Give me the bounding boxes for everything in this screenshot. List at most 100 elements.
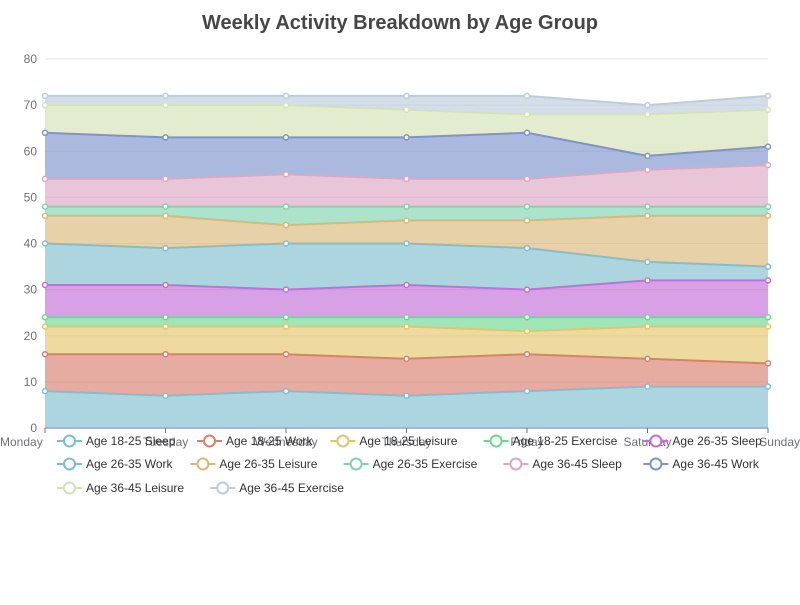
data-point-age-18-25-leisure: [523, 327, 531, 335]
legend-marker-icon: [196, 457, 210, 471]
legend-label: Age 26-35 Exercise: [373, 457, 478, 471]
legend-marker-icon: [216, 481, 230, 495]
data-point-age-26-35-leisure: [162, 212, 169, 220]
data-point-age-18-25-exercise: [403, 314, 410, 321]
legend-marker-icon: [63, 457, 76, 471]
area-age-36-45-work: [45, 132, 768, 179]
legend-marker-icon: [649, 457, 663, 471]
legend-item[interactable]: Age 26-35 Work: [57, 457, 173, 471]
legend-marker-icon: [649, 434, 663, 448]
data-point-age-26-35-sleep: [162, 281, 169, 289]
data-point-age-36-45-work: [764, 143, 772, 150]
data-point-age-36-45-sleep: [644, 166, 651, 173]
y-tick-label: 30: [24, 283, 38, 297]
area-age-18-25-sleep: [45, 386, 768, 428]
data-point-age-36-45-work: [403, 134, 410, 141]
legend-label: Age 18-25 Work: [226, 434, 313, 448]
data-point-age-36-45-work: [162, 134, 169, 141]
data-point-age-18-25-sleep: [523, 387, 531, 395]
data-point-age-26-35-sleep: [41, 281, 49, 289]
data-point-age-18-25-exercise: [523, 314, 531, 321]
data-point-age-36-45-exercise: [764, 92, 772, 100]
data-point-age-36-45-exercise: [282, 92, 290, 100]
legend-label: Age 18-25 Leisure: [359, 434, 457, 448]
data-point-age-36-45-sleep: [523, 175, 531, 183]
data-point-age-26-35-exercise: [41, 203, 49, 210]
legend-label: Age 26-35 Work: [86, 457, 173, 471]
data-point-age-26-35-work: [523, 244, 531, 252]
data-point-age-36-45-exercise: [162, 92, 169, 100]
data-point-age-18-25-sleep: [764, 383, 772, 390]
data-point-age-26-35-leisure: [41, 212, 49, 220]
data-point-age-36-45-exercise: [523, 92, 531, 100]
legend-label: Age 18-25 Sleep: [86, 434, 176, 448]
legend-item[interactable]: Age 36-45 Work: [643, 457, 760, 471]
legend-item[interactable]: Age 18-25 Work: [197, 434, 313, 448]
data-points-layer: [41, 92, 772, 399]
y-tick-label: 60: [24, 144, 38, 158]
x-tick-label: Sunday: [759, 435, 800, 449]
data-point-age-36-45-leisure: [162, 101, 169, 109]
data-point-age-18-25-work: [282, 350, 290, 358]
area-age-18-25-work: [45, 354, 768, 396]
y-tick-label: 0: [30, 421, 37, 435]
legend-label: Age 18-25 Exercise: [513, 434, 618, 448]
legend-item[interactable]: Age 26-35 Sleep: [643, 434, 762, 448]
data-point-age-26-35-leisure: [764, 212, 772, 220]
data-point-age-18-25-leisure: [282, 323, 290, 330]
data-point-age-26-35-exercise: [403, 203, 410, 210]
data-point-age-26-35-exercise: [644, 203, 651, 210]
axes: [44, 427, 769, 433]
legend-item[interactable]: Age 18-25 Leisure: [330, 434, 458, 448]
legend-item[interactable]: Age 18-25 Exercise: [483, 434, 618, 448]
data-point-age-18-25-work: [162, 350, 169, 358]
legend-item[interactable]: Age 36-45 Sleep: [503, 457, 622, 471]
data-point-age-26-35-sleep: [644, 277, 651, 284]
data-point-age-26-35-leisure: [523, 217, 531, 224]
x-tick-label: Monday: [0, 435, 43, 449]
legend-item[interactable]: Age 36-45 Leisure: [57, 481, 184, 495]
legend-label: Age 26-35 Sleep: [672, 434, 762, 448]
data-point-age-26-35-exercise: [764, 203, 772, 210]
data-point-age-36-45-sleep: [282, 171, 290, 178]
data-point-age-26-35-sleep: [523, 286, 531, 293]
data-point-age-18-25-leisure: [41, 323, 49, 330]
legend-marker-icon: [336, 434, 350, 448]
data-point-age-36-45-sleep: [41, 175, 49, 183]
data-point-age-36-45-sleep: [162, 175, 169, 183]
legend: Age 18-25 Sleep Age 18-25 Work Age 18-25 L…: [57, 434, 762, 495]
legend-item[interactable]: Age 26-35 Exercise: [343, 457, 478, 471]
data-point-age-36-45-work: [41, 129, 49, 137]
y-tick-label: 80: [24, 52, 38, 66]
x-tick-label: Wednesday: [254, 435, 317, 449]
data-point-age-26-35-leisure: [403, 217, 410, 224]
legend-item[interactable]: Age 36-45 Exercise: [210, 481, 344, 495]
legend-marker-icon: [203, 434, 216, 448]
data-point-age-26-35-exercise: [523, 203, 531, 210]
data-point-age-18-25-sleep: [162, 392, 169, 399]
data-point-age-26-35-leisure: [282, 221, 290, 229]
legend-label: Age 36-45 Leisure: [86, 481, 184, 495]
data-point-age-36-45-exercise: [403, 92, 410, 100]
chart-title: Weekly Activity Breakdown by Age Group: [202, 12, 598, 34]
data-point-age-18-25-work: [523, 350, 531, 358]
data-point-age-18-25-work: [403, 355, 410, 363]
data-point-age-18-25-sleep: [282, 387, 290, 395]
data-point-age-26-35-sleep: [282, 286, 290, 293]
data-point-age-36-45-leisure: [403, 106, 410, 113]
data-point-age-18-25-work: [764, 360, 772, 367]
data-point-age-18-25-exercise: [644, 314, 651, 321]
data-point-age-36-45-sleep: [764, 161, 772, 169]
y-tick-label: 50: [24, 190, 38, 204]
legend-label: Age 26-35 Leisure: [219, 457, 317, 471]
data-point-age-18-25-sleep: [644, 383, 651, 390]
data-point-age-26-35-work: [403, 240, 410, 247]
legend-item[interactable]: Age 26-35 Leisure: [190, 457, 318, 471]
data-point-age-36-45-leisure: [523, 111, 531, 118]
legend-item[interactable]: Age 18-25 Sleep: [57, 434, 176, 448]
data-point-age-36-45-leisure: [41, 101, 49, 109]
data-point-age-36-45-work: [282, 134, 290, 141]
data-point-age-18-25-leisure: [162, 323, 169, 330]
data-point-age-36-45-exercise: [41, 92, 49, 100]
area-age-36-45-leisure: [45, 105, 768, 156]
